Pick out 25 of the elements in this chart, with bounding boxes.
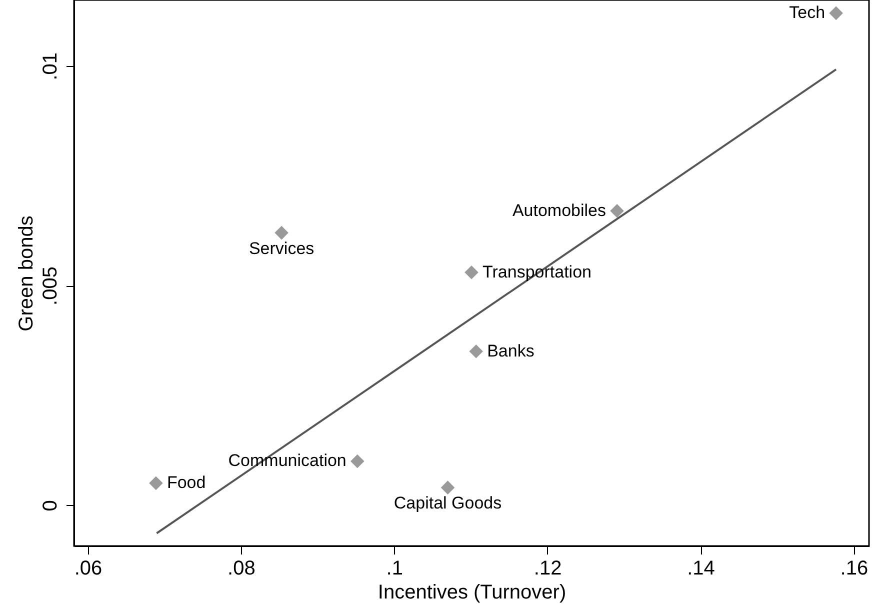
y-tick-label: .005 [40, 266, 62, 306]
annotation: Tech [789, 3, 826, 22]
y-axis-title: Green bonds [16, 216, 38, 332]
annotation: Automobiles [512, 200, 606, 220]
annotation: Services [248, 238, 314, 258]
x-tick-label: .08 [228, 558, 256, 580]
point [610, 204, 624, 218]
y-tick-label: 0 [40, 500, 62, 512]
x-tick-label: .16 [840, 558, 868, 580]
annotation: Banks [487, 341, 534, 360]
annotation: Capital Goods [394, 494, 502, 513]
x-tick-label: .12 [534, 558, 562, 580]
x-tick-label: .06 [74, 558, 102, 580]
point [350, 454, 364, 468]
x-tick-label: .1 [386, 558, 403, 580]
y-tick-label: .01 [40, 52, 62, 80]
annotation: Food [166, 473, 206, 492]
point [440, 480, 455, 494]
point [829, 6, 843, 20]
point [469, 344, 483, 358]
point [464, 265, 478, 280]
point [274, 226, 288, 240]
x-axis-title: Incentives (Turnover) [378, 582, 566, 604]
x-tick-label: .14 [687, 558, 715, 580]
point [149, 476, 163, 490]
